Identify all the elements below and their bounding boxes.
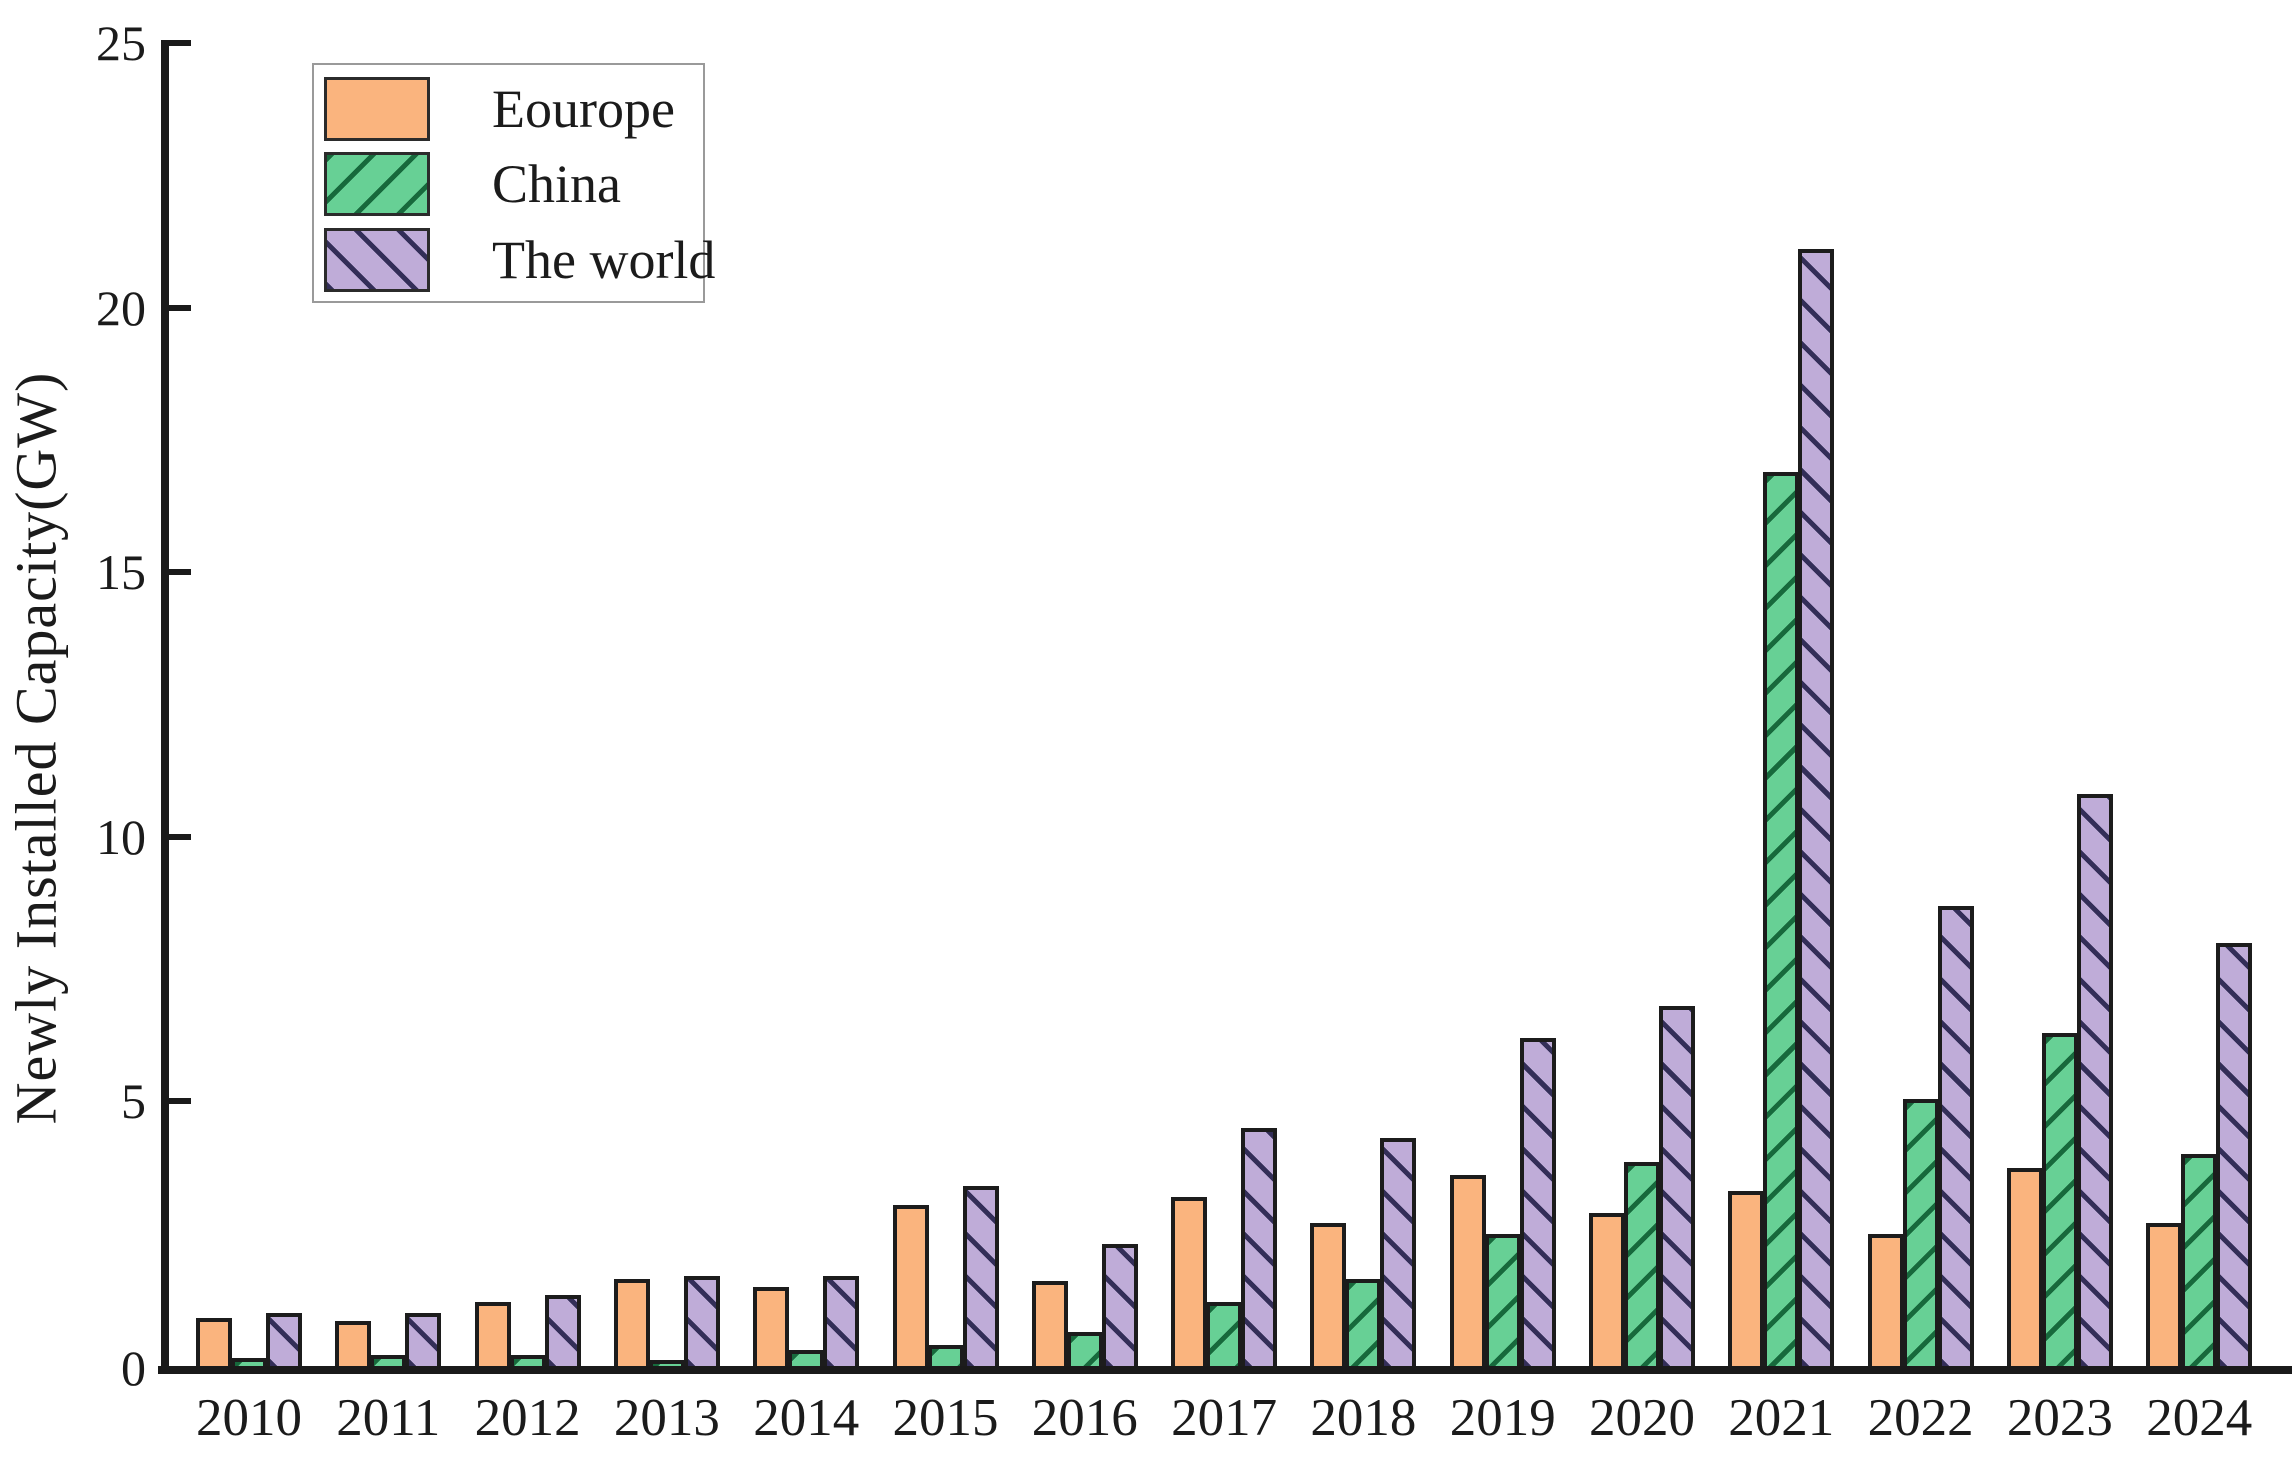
- x-tick-label-2015: 2015: [892, 1389, 999, 1447]
- x-tick-label-2016: 2016: [1031, 1389, 1138, 1447]
- legend-swatch-eourope: [324, 77, 430, 141]
- x-tick-label-2018: 2018: [1310, 1389, 1417, 1447]
- bar-china-2024: [2181, 1154, 2218, 1366]
- bar-the-world-2015: [962, 1186, 999, 1366]
- bar-eourope-2019: [1449, 1175, 1486, 1366]
- bar-eourope-2015: [892, 1204, 929, 1366]
- bar-the-world-2020: [1659, 1006, 1695, 1366]
- bar-eourope-2018: [1310, 1223, 1347, 1366]
- x-axis-line: [158, 1366, 2292, 1374]
- x-tick-label-2012: 2012: [474, 1389, 581, 1447]
- x-tick-label-2010: 2010: [196, 1389, 302, 1447]
- x-tick-label-2019: 2019: [1449, 1389, 1556, 1447]
- y-axis-title: Newly Installed Capacity(GW): [3, 371, 69, 1125]
- y-tick-label-25: 25: [96, 15, 146, 71]
- bar-the-world-2019: [1519, 1037, 1556, 1366]
- bar-eourope-2023: [2006, 1167, 2043, 1366]
- bar-the-world-2010: [266, 1313, 302, 1366]
- bar-eourope-2022: [1867, 1233, 1904, 1366]
- bar-the-world-2011: [405, 1313, 442, 1366]
- bar-china-2022: [1902, 1098, 1939, 1366]
- bar-eourope-2014: [753, 1286, 790, 1366]
- bar-eourope-2020: [1589, 1212, 1625, 1366]
- bar-the-world-2023: [2076, 794, 2113, 1366]
- bar-china-2016: [1066, 1331, 1103, 1366]
- bar-china-2023: [2041, 1032, 2078, 1366]
- bar-eourope-2012: [474, 1302, 511, 1366]
- y-tick-10: [169, 833, 191, 840]
- x-tick-label-2011: 2011: [336, 1389, 441, 1447]
- bar-the-world-2013: [683, 1276, 720, 1366]
- x-tick-label-2014: 2014: [753, 1389, 860, 1447]
- bar-china-2020: [1624, 1162, 1660, 1366]
- bar-the-world-2014: [823, 1276, 860, 1366]
- legend: Eourope China The world: [312, 63, 715, 303]
- bar-china-2013: [648, 1360, 685, 1366]
- bar-china-2014: [788, 1350, 825, 1366]
- x-tick-label-2023: 2023: [2006, 1389, 2113, 1447]
- y-tick-15: [169, 569, 191, 576]
- y-tick-20: [169, 304, 191, 311]
- y-tick-5: [169, 1098, 191, 1105]
- bar-eourope-2011: [335, 1321, 372, 1366]
- bar-the-world-2016: [1101, 1244, 1138, 1366]
- bar-eourope-2016: [1031, 1281, 1068, 1366]
- bar-china-2019: [1484, 1233, 1521, 1366]
- y-tick-label-20: 20: [96, 279, 146, 336]
- bar-china-2017: [1206, 1302, 1243, 1366]
- legend-swatch-china: [324, 152, 430, 216]
- y-axis-line: [161, 40, 169, 1374]
- x-tick-label-2013: 2013: [613, 1389, 720, 1447]
- bar-eourope-2013: [613, 1278, 650, 1366]
- y-tick-label-15: 15: [96, 544, 146, 601]
- bar-china-2015: [927, 1344, 964, 1366]
- bar-china-2011: [370, 1355, 407, 1366]
- bar-eourope-2021: [1728, 1191, 1765, 1366]
- y-tick-label-5: 5: [121, 1073, 146, 1130]
- legend-label-china: China: [492, 154, 621, 214]
- x-tick-label-2024: 2024: [2146, 1389, 2253, 1447]
- bar-the-world-2017: [1241, 1127, 1278, 1366]
- bar-china-2010: [231, 1358, 267, 1366]
- bar-china-2021: [1763, 471, 1800, 1366]
- x-tick-label-2022: 2022: [1867, 1389, 1974, 1447]
- y-tick-label-10: 10: [96, 808, 146, 865]
- bar-china-2018: [1345, 1278, 1382, 1366]
- x-tick-label-2021: 2021: [1728, 1389, 1835, 1447]
- legend-swatch-the-world: [324, 228, 430, 292]
- bar-the-world-2024: [2216, 942, 2253, 1366]
- bar-eourope-2024: [2146, 1223, 2183, 1366]
- legend-label-the-world: The world: [492, 230, 716, 290]
- bar-china-2012: [509, 1355, 546, 1366]
- bar-eourope-2017: [1171, 1196, 1208, 1366]
- y-tick-25: [169, 40, 191, 46]
- legend-label-eourope: Eourope: [492, 79, 675, 139]
- bar-eourope-2010: [196, 1318, 232, 1366]
- bar-the-world-2022: [1937, 905, 1974, 1366]
- bar-the-world-2018: [1380, 1138, 1417, 1366]
- x-tick-label-2017: 2017: [1171, 1389, 1278, 1447]
- bar-the-world-2012: [544, 1294, 581, 1366]
- y-tick-label-0: 0: [121, 1340, 146, 1396]
- x-tick-label-2020: 2020: [1589, 1389, 1695, 1447]
- bar-the-world-2021: [1798, 249, 1835, 1366]
